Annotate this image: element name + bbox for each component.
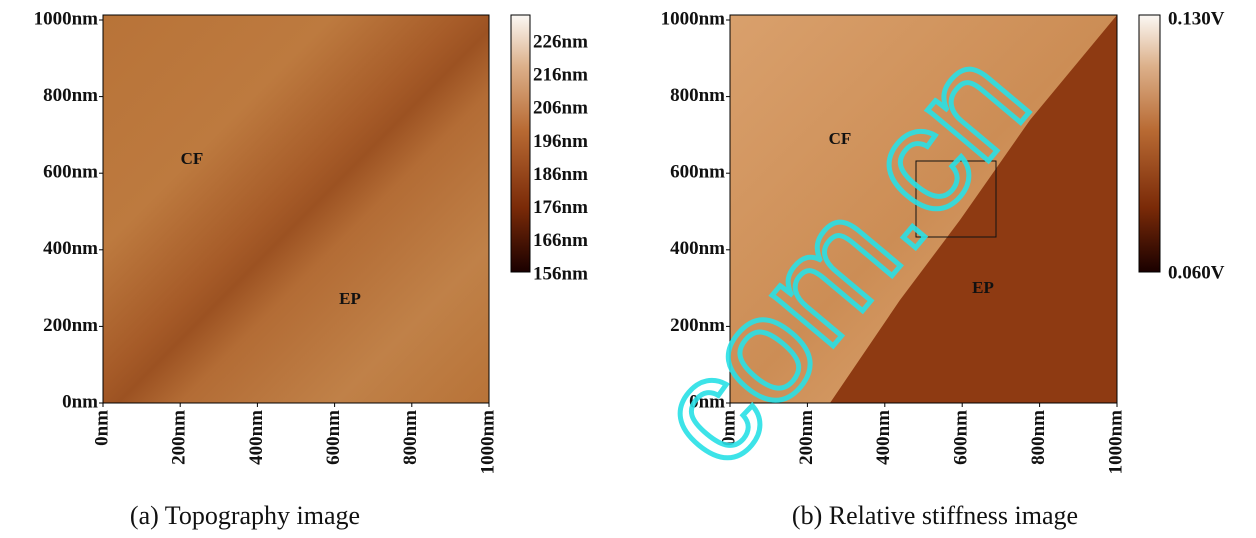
y-tick-label: 800nm (43, 85, 98, 106)
y-tick-label: 0nm (62, 391, 98, 412)
x-tick-label: 0nm (91, 410, 112, 446)
colorbar-label: 0.060V (1168, 262, 1225, 283)
x-tick-label: 600nm (951, 410, 972, 465)
colorbar-label: 156nm (533, 263, 588, 284)
figure: 1000nm 800nm 600nm 400nm 200nm 0nm0nm 200nm 400… (0, 0, 1256, 538)
caption: (b) Relative stiffness image (792, 501, 1078, 530)
y-tick-label: 400nm (43, 238, 98, 259)
x-tick-label: 400nm (873, 410, 894, 465)
x-tick-label: 200nm (169, 410, 190, 465)
panel-a-image (103, 15, 530, 403)
y-tick-label: 800nm (670, 85, 725, 106)
x-tick-label: 600nm (323, 410, 344, 465)
colorbar-label: 226nm (533, 31, 588, 52)
y-tick-label: 1000nm (661, 8, 726, 29)
y-tick-label: 200nm (43, 315, 98, 336)
y-tick-label: 1000nm (34, 8, 99, 29)
y-tick-label: 400nm (670, 238, 725, 259)
colorbar-label: 186nm (533, 164, 588, 185)
annotation: EP (972, 278, 994, 297)
colorbar-label: 166nm (533, 230, 588, 251)
x-tick-label: 400nm (246, 410, 267, 465)
caption: (a) Topography image (130, 501, 360, 530)
y-tick-label: 600nm (43, 162, 98, 183)
x-tick-label: 1000nm (477, 410, 498, 475)
colorbar-label: 216nm (533, 65, 588, 86)
x-tick-label: 800nm (1028, 410, 1049, 465)
annotation: CF (181, 149, 204, 168)
colorbar-label: 0.130V (1168, 8, 1225, 29)
annotation: EP (339, 289, 361, 308)
colorbar-label: 196nm (533, 131, 588, 152)
colorbar-label: 176nm (533, 197, 588, 218)
x-tick-label: 800nm (400, 410, 421, 465)
x-tick-label: 1000nm (1105, 410, 1126, 475)
y-tick-label: 600nm (670, 162, 725, 183)
colorbar-label: 206nm (533, 98, 588, 119)
